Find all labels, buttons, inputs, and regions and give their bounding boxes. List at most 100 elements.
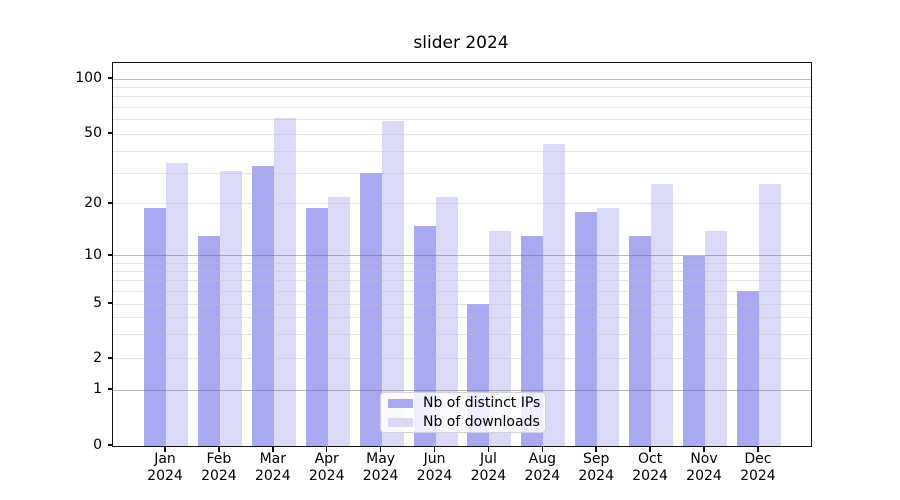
x-tick-label-nov: Nov 2024 xyxy=(672,451,736,485)
bar-nb-of-distinct-ips-jun-2024 xyxy=(413,225,436,446)
bar-nb-of-downloads-sep-2024 xyxy=(597,207,620,446)
x-tick-label-line: Mar xyxy=(259,451,286,467)
x-tick-mark-jan xyxy=(164,446,166,452)
x-tick-label-line: 2024 xyxy=(524,468,561,484)
x-tick-label-line: 2024 xyxy=(201,468,237,484)
x-tick-label-line: Jul xyxy=(479,451,497,467)
bar-nb-of-downloads-feb-2024 xyxy=(219,170,242,446)
y-tick-mark-2 xyxy=(108,357,113,359)
x-tick-label-line: 2024 xyxy=(308,468,345,484)
x-tick-label-line: 2024 xyxy=(470,468,507,484)
bar-nb-of-downloads-dec-2024 xyxy=(758,183,781,446)
bar-nb-of-distinct-ips-jan-2024 xyxy=(144,207,166,446)
x-tick-label-line: May xyxy=(366,451,396,467)
x-tick-label-line: 2024 xyxy=(416,468,453,484)
y-tick-label-50: 50 xyxy=(84,125,102,141)
x-tick-mark-sep xyxy=(595,446,597,452)
x-tick-mark-mar xyxy=(272,446,274,452)
bar-nb-of-downloads-jan-2024 xyxy=(166,163,188,446)
x-tick-label-jun: Jun 2024 xyxy=(403,451,467,485)
x-tick-label-line: Apr xyxy=(314,451,339,467)
bar-nb-of-downloads-jun-2024 xyxy=(435,196,458,446)
x-tick-label-line: 2024 xyxy=(578,468,614,484)
y-tick-mark-1 xyxy=(108,388,113,390)
gridline-60 xyxy=(113,119,811,121)
bar-nb-of-distinct-ips-nov-2024 xyxy=(683,255,705,446)
bar-nb-of-distinct-ips-feb-2024 xyxy=(197,236,220,446)
x-tick-label-line: Sep xyxy=(582,451,610,467)
y-tick-label-0: 0 xyxy=(93,437,102,453)
x-tick-label-line: 2024 xyxy=(632,468,668,484)
x-tick-label-oct: Oct 2024 xyxy=(618,451,682,485)
x-tick-label-line: 2024 xyxy=(254,468,291,484)
bar-nb-of-distinct-ips-dec-2024 xyxy=(736,291,759,446)
y-tick-mark-10 xyxy=(108,254,113,256)
x-tick-mark-dec xyxy=(757,446,759,452)
x-tick-label-aug: Aug 2024 xyxy=(510,451,574,485)
bar-nb-of-downloads-mar-2024 xyxy=(273,118,296,446)
x-tick-label-mar: Mar 2024 xyxy=(241,451,305,485)
x-tick-label-jul: Jul 2024 xyxy=(456,451,520,485)
legend-label: Nb of distinct IPs xyxy=(423,395,541,411)
x-tick-label-line: 2024 xyxy=(147,468,183,484)
y-tick-mark-5 xyxy=(108,302,113,304)
bar-nb-of-downloads-apr-2024 xyxy=(327,196,350,446)
y-tick-label-1: 1 xyxy=(93,381,102,397)
x-tick-label-sep: Sep 2024 xyxy=(564,451,628,485)
gridline-30 xyxy=(113,172,811,174)
gridline-70 xyxy=(113,106,811,108)
x-tick-label-line: Dec xyxy=(744,451,772,467)
y-tick-label-20: 20 xyxy=(84,194,102,211)
x-tick-label-line: Jan xyxy=(154,451,176,467)
gridline-40 xyxy=(113,150,811,152)
bar-nb-of-distinct-ips-apr-2024 xyxy=(305,207,328,446)
x-tick-mark-may xyxy=(379,446,382,452)
legend-item-nb-of-distinct-ips: Nb of distinct IPs xyxy=(388,395,541,411)
x-tick-label-line: 2024 xyxy=(686,468,722,484)
bar-nb-of-downloads-nov-2024 xyxy=(705,230,727,446)
y-tick-mark-100 xyxy=(108,77,113,79)
x-tick-label-feb: Feb 2024 xyxy=(187,451,251,485)
x-tick-label-apr: Apr 2024 xyxy=(295,451,359,485)
bar-nb-of-distinct-ips-mar-2024 xyxy=(251,165,274,446)
x-tick-mark-nov xyxy=(703,446,705,452)
x-tick-label-line: 2024 xyxy=(740,468,776,484)
y-tick-mark-20 xyxy=(108,202,113,204)
bar-nb-of-downloads-aug-2024 xyxy=(543,143,566,446)
y-tick-label-2: 2 xyxy=(93,349,102,366)
bar-nb-of-distinct-ips-may-2024 xyxy=(359,173,382,446)
y-tick-label-5: 5 xyxy=(93,295,102,312)
x-tick-label-line: Nov xyxy=(690,451,718,467)
bar-nb-of-downloads-may-2024 xyxy=(381,120,404,446)
legend: Nb of distinct IPs Nb of downloads xyxy=(380,392,546,433)
plot-area xyxy=(112,62,812,447)
x-tick-label-jan: Jan 2024 xyxy=(133,451,197,485)
x-tick-mark-aug xyxy=(541,446,544,452)
y-tick-label-100: 100 xyxy=(75,70,102,86)
legend-swatch-icon xyxy=(388,417,413,427)
x-tick-mark-feb xyxy=(218,446,220,452)
x-tick-label-line: Jun xyxy=(423,451,446,467)
bar-nb-of-downloads-oct-2024 xyxy=(651,183,674,446)
gridline-50 xyxy=(113,133,811,135)
x-tick-mark-jun xyxy=(433,446,436,452)
gridline-100 xyxy=(113,78,811,80)
x-tick-mark-oct xyxy=(649,446,651,452)
x-tick-mark-jul xyxy=(487,446,490,452)
chart-title: slider 2024 xyxy=(413,33,509,53)
bar-nb-of-distinct-ips-sep-2024 xyxy=(575,211,598,446)
legend-item-nb-of-downloads: Nb of downloads xyxy=(388,414,540,430)
gridline-90 xyxy=(113,86,811,88)
legend-swatch-icon xyxy=(388,398,413,408)
x-tick-label-dec: Dec 2024 xyxy=(726,451,790,485)
gridline-20 xyxy=(113,203,811,205)
x-tick-label-line: Feb xyxy=(206,451,232,467)
y-tick-label-10: 10 xyxy=(84,246,102,263)
x-tick-label-line: Oct xyxy=(637,451,663,467)
x-tick-mark-apr xyxy=(325,446,328,452)
bar-nb-of-distinct-ips-oct-2024 xyxy=(629,236,652,446)
y-tick-mark-0 xyxy=(108,444,113,446)
x-tick-label-may: May 2024 xyxy=(349,451,413,485)
x-tick-label-line: 2024 xyxy=(362,468,399,484)
